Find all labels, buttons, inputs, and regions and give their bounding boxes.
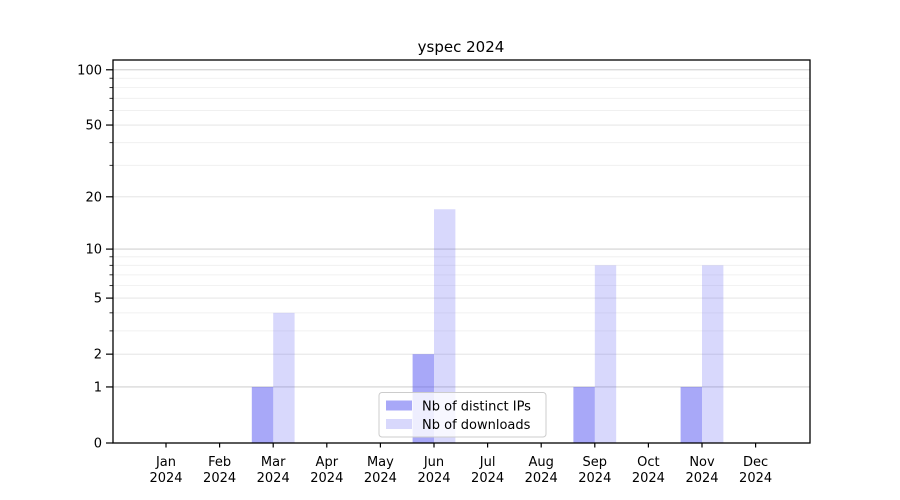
bar-distinct-ips-nov (680, 386, 702, 443)
x-tick-label: Apr 2024 (310, 455, 343, 486)
x-tick-label: Jan 2024 (149, 455, 182, 486)
legend-label-downloads: Nb of downloads (422, 418, 531, 433)
axis-ticks-layer: 0 1 2 5 10 20 50 100 Jan 2024 Feb 2024 Mar 2024 Apr 202… (77, 63, 772, 486)
x-tick-label: Mar 2024 (257, 455, 290, 486)
legend: Nb of distinct IPs Nb of downloads (378, 392, 547, 438)
legend-swatch-distinct-ips (386, 400, 412, 411)
x-tick-label: Nov 2024 (685, 455, 718, 486)
y-tick-label: 2 (94, 348, 102, 363)
y-tick-label: 20 (85, 190, 102, 205)
x-tick-label: Oct 2024 (632, 455, 665, 486)
bar-downloads-sep (594, 265, 617, 443)
legend-swatch-downloads (386, 419, 412, 429)
y-tick-label: 10 (85, 243, 102, 258)
legend-box (378, 392, 547, 438)
x-tick-label: Jul 2024 (471, 455, 504, 486)
y-tick-label: 0 (94, 437, 102, 452)
plot-border (112, 59, 811, 444)
x-tick-label: Aug 2024 (525, 455, 558, 486)
x-tick-label: Sep 2024 (578, 455, 611, 486)
x-tick-label: Jun 2024 (417, 455, 450, 486)
y-tick-label: 50 (85, 119, 102, 134)
y-tick-label: 1 (94, 380, 102, 395)
x-tick-label: Dec 2024 (739, 455, 772, 486)
bar-distinct-ips-sep (573, 386, 595, 443)
legend-label-distinct-ips: Nb of distinct IPs (422, 400, 531, 415)
x-tick-label: Feb 2024 (203, 455, 236, 486)
x-tick-label: May 2024 (364, 455, 397, 486)
bar-downloads-mar (273, 312, 295, 443)
bar-distinct-ips-mar (251, 386, 274, 443)
y-tick-label: 100 (77, 63, 102, 78)
bar-downloads-nov (702, 265, 724, 443)
chart-title: yspec 2024 (418, 38, 505, 56)
y-tick-label: 5 (94, 292, 102, 307)
bar-downloads-jun (434, 209, 456, 443)
